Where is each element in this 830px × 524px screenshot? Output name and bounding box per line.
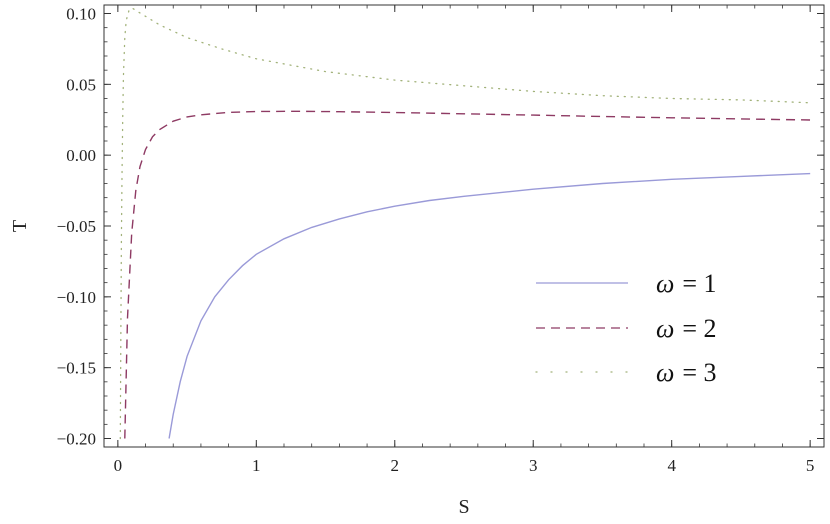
legend-omega-symbol: ω bbox=[656, 269, 674, 298]
legend-label-omega-1: ω = 1 bbox=[656, 269, 717, 298]
series-line-omega-1 bbox=[168, 172, 811, 439]
x-tick-label: 0 bbox=[114, 456, 123, 475]
series-layer bbox=[119, 6, 811, 440]
series-line-omega-2 bbox=[124, 110, 811, 439]
x-axis-label: S bbox=[458, 496, 469, 518]
x-tick-label: 1 bbox=[252, 456, 261, 475]
y-tick-label: −0.20 bbox=[57, 430, 96, 449]
legend-omega-value: = 1 bbox=[682, 269, 716, 298]
x-axis: 0 1 2 3 4 5 bbox=[114, 5, 815, 475]
legend: ω = 1 ω = 2 ω = 3 bbox=[535, 269, 717, 387]
legend-omega-value: = 2 bbox=[682, 314, 716, 343]
y-tick-label: −0.10 bbox=[57, 288, 96, 307]
y-tick-label: 0.05 bbox=[66, 75, 96, 94]
series-line-omega-3 bbox=[119, 6, 811, 440]
y-tick-label: −0.05 bbox=[57, 217, 96, 236]
legend-omega-value: = 3 bbox=[682, 358, 716, 387]
y-axis-label: T bbox=[9, 220, 31, 232]
x-tick-label: 2 bbox=[391, 456, 400, 475]
legend-omega-symbol: ω bbox=[656, 358, 674, 387]
x-tick-label: 4 bbox=[667, 456, 676, 475]
x-tick-label: 5 bbox=[806, 456, 815, 475]
y-tick-label: 0.00 bbox=[66, 146, 96, 165]
y-tick-label: −0.15 bbox=[57, 359, 96, 378]
y-tick-label: 0.10 bbox=[66, 5, 96, 24]
legend-label-omega-3: ω = 3 bbox=[656, 358, 717, 387]
legend-omega-symbol: ω bbox=[656, 314, 674, 343]
x-tick-label: 3 bbox=[529, 456, 538, 475]
legend-label-omega-2: ω = 2 bbox=[656, 314, 717, 343]
y-axis: 0.10 0.05 0.00 −0.05 −0.10 −0.15 −0.20 bbox=[57, 5, 824, 449]
